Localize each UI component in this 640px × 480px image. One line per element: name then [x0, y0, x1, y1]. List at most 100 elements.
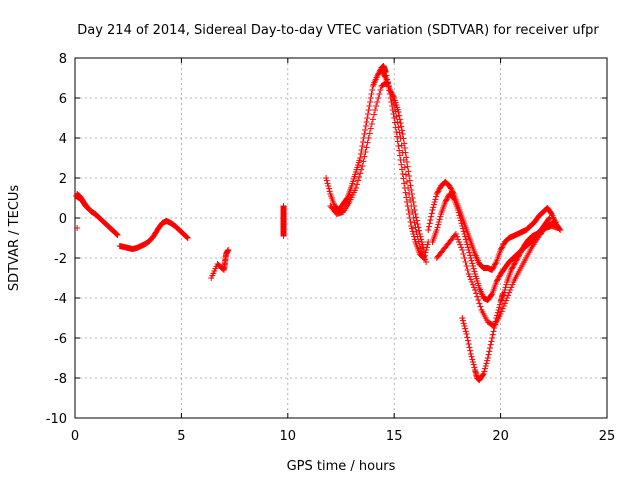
data-point: [361, 153, 368, 160]
data-point: [432, 196, 439, 203]
data-point: [403, 199, 410, 205]
y-tick-label: -4: [54, 292, 67, 307]
data-point: [411, 207, 418, 213]
data-point: [442, 197, 449, 204]
y-tick-label: 4: [59, 132, 67, 147]
data-point: [352, 185, 359, 191]
data-point: [394, 138, 401, 145]
data-point: [395, 143, 402, 149]
data-point: [470, 361, 477, 368]
data-point: [459, 223, 466, 229]
data-point: [395, 109, 402, 115]
y-tick-label: 2: [59, 172, 67, 187]
x-tick-label: 15: [386, 429, 403, 444]
data-point: [469, 281, 476, 288]
data-point: [366, 103, 373, 109]
data-point: [360, 158, 367, 165]
data-point: [325, 183, 332, 189]
data-point: [449, 193, 456, 200]
data-point: [409, 228, 416, 235]
data-point: [494, 312, 501, 319]
data-point: [359, 139, 366, 145]
data-point: [411, 236, 418, 243]
data-point: [403, 159, 410, 165]
x-tick-label: 10: [280, 429, 297, 444]
data-point: [435, 221, 442, 228]
data-point: [519, 245, 526, 252]
data-point: [450, 194, 457, 201]
data-point: [513, 257, 520, 264]
data-point: [447, 184, 454, 191]
data-point: [359, 143, 366, 149]
data-point: [436, 216, 443, 223]
data-point: [517, 249, 524, 256]
x-tick-label: 5: [177, 429, 185, 444]
data-point: [481, 365, 488, 372]
data-point: [390, 93, 397, 100]
data-point: [396, 152, 403, 159]
data-point: [484, 357, 491, 364]
data-point: [462, 328, 469, 335]
data-point: [422, 256, 429, 263]
data-point: [396, 112, 403, 119]
y-tick-label: 8: [59, 52, 67, 67]
data-point: [497, 311, 504, 317]
data-point: [411, 203, 418, 209]
data-point: [405, 168, 412, 175]
data-point: [555, 225, 562, 231]
data-point: [471, 284, 477, 291]
data-point: [420, 244, 427, 251]
data-point: [479, 372, 486, 378]
data-point: [417, 233, 424, 240]
data-point: [470, 265, 477, 272]
data-point: [457, 241, 464, 248]
data-point: [433, 227, 440, 233]
data-point: [184, 234, 191, 241]
data-point: [492, 260, 499, 267]
y-tick-label: -2: [54, 252, 67, 267]
data-point: [546, 215, 553, 221]
data-point: [516, 252, 523, 259]
data-point: [455, 209, 462, 216]
data-point: [357, 170, 364, 177]
data-point: [393, 129, 400, 135]
data-point: [416, 227, 423, 234]
data-point: [410, 215, 417, 221]
data-point: [183, 233, 190, 240]
data-point: [365, 135, 372, 141]
data-point: [369, 87, 376, 93]
data-point: [435, 188, 442, 195]
data-point: [468, 353, 475, 360]
data-point: [367, 95, 374, 101]
data-point: [447, 185, 454, 192]
data-point: [442, 199, 449, 205]
data-point: [501, 289, 508, 296]
data-point: [367, 99, 374, 105]
data-point: [402, 171, 409, 178]
data-point: [114, 232, 121, 238]
data-point: [507, 287, 514, 293]
data-point: [398, 123, 405, 130]
data-point: [495, 307, 502, 313]
data-point: [493, 315, 500, 321]
data-point: [362, 149, 369, 155]
data-point: [489, 265, 496, 272]
data-point: [448, 187, 455, 193]
data-point: [500, 241, 507, 248]
data-point: [367, 125, 374, 132]
data-point: [323, 175, 330, 181]
data-point: [414, 221, 421, 227]
data-point: [491, 325, 498, 331]
data-point: [84, 205, 91, 211]
data-point: [498, 308, 505, 315]
data-point: [400, 175, 407, 182]
data-point: [469, 356, 476, 363]
data-point: [343, 196, 350, 202]
data-point: [518, 248, 525, 255]
data-point: [511, 260, 518, 267]
data-point: [387, 88, 394, 95]
data-point: [389, 92, 396, 99]
data-point: [416, 231, 423, 237]
data-point: [429, 207, 436, 213]
